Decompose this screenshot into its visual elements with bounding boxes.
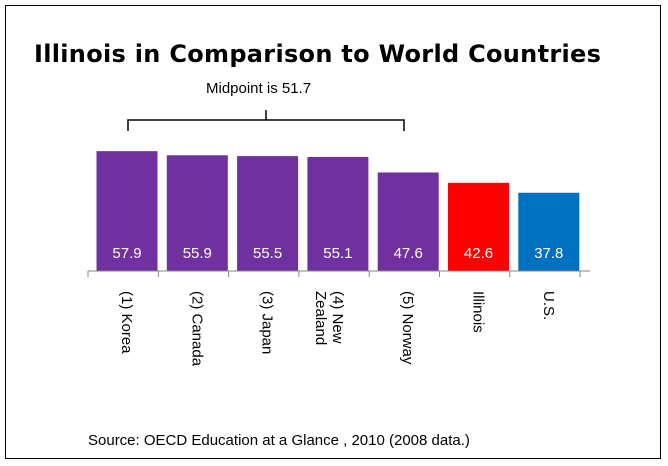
data-label: 42.6 xyxy=(464,245,493,262)
midpoint-bracket xyxy=(127,110,405,131)
bar xyxy=(377,172,439,271)
data-label: 37.8 xyxy=(534,245,563,262)
category-label: (1) Korea xyxy=(118,291,135,354)
chart-title: Illinois in Comparison to World Countrie… xyxy=(34,40,602,68)
category-label: (4) NewZealand xyxy=(312,291,346,345)
category-label: (3) Japan xyxy=(259,291,276,354)
category-label: (5) Norway xyxy=(399,291,416,365)
data-label: 47.6 xyxy=(394,245,423,262)
bar xyxy=(518,192,580,271)
source-note: Source: OECD Education at a Glance , 201… xyxy=(88,432,470,449)
data-label: 55.9 xyxy=(183,245,212,262)
midpoint-annotation: Midpoint is 51.7 xyxy=(206,80,312,97)
bar xyxy=(448,182,509,271)
category-label: Illinois xyxy=(470,291,487,333)
data-label: 55.1 xyxy=(323,245,352,262)
bar xyxy=(237,156,299,271)
bar xyxy=(96,151,158,271)
category-label: U.S. xyxy=(540,291,557,320)
bar xyxy=(166,155,228,271)
bar xyxy=(307,156,369,271)
data-label: 57.9 xyxy=(112,245,141,262)
data-label: 55.5 xyxy=(253,245,282,262)
category-label: (2) Canada xyxy=(188,291,205,367)
